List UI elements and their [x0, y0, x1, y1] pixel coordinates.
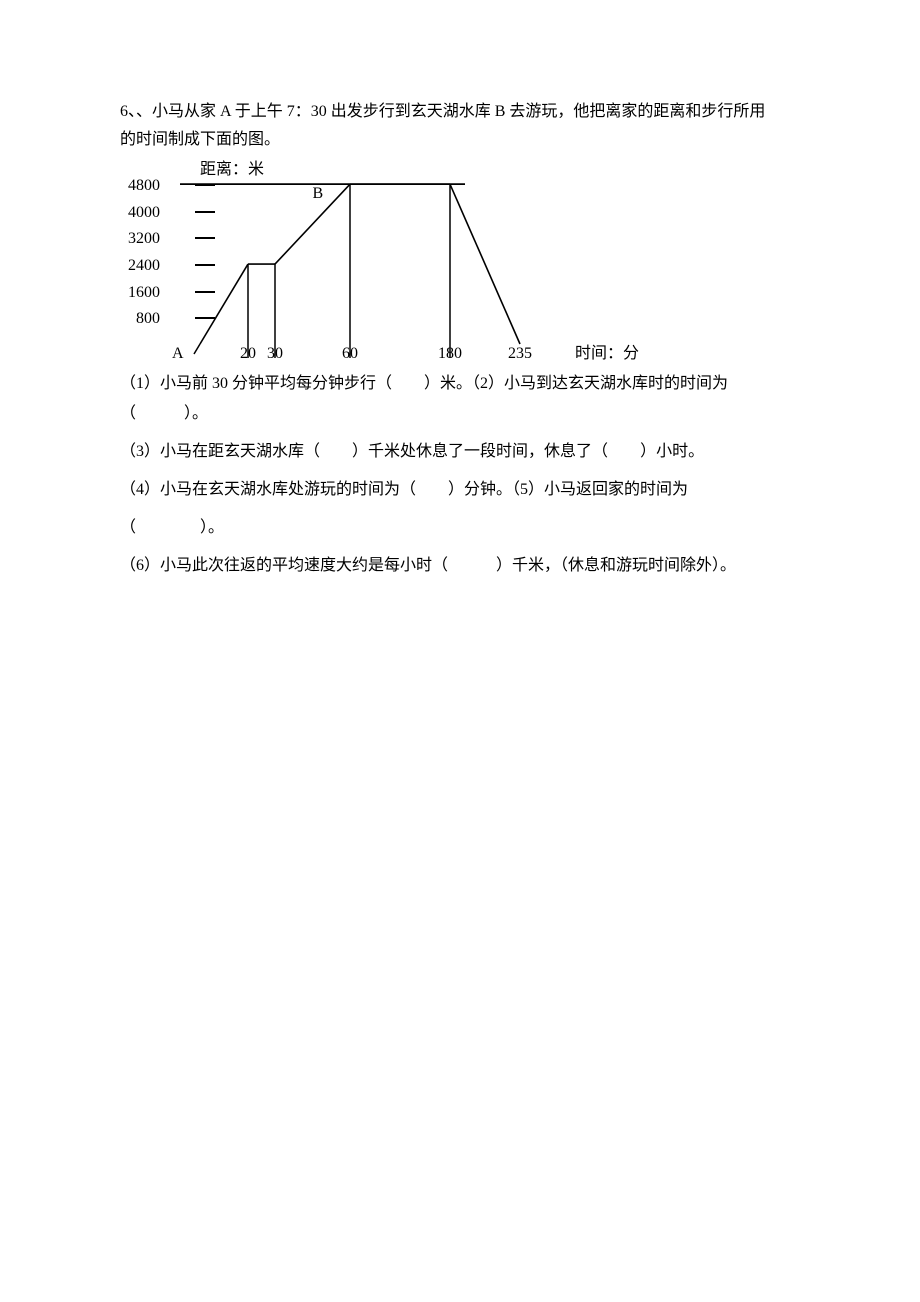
x-axis-label: 20 — [240, 342, 256, 366]
question-6: （6）小马此次往返的平均速度大约是每小时（ ）千米，（休息和游玩时间除外）。 — [120, 554, 800, 578]
question-4-5: （4）小马在玄天湖水库处游玩的时间为（ ）分钟。（5）小马返回家的时间为 — [120, 478, 800, 502]
question-3: （3）小马在距玄天湖水库（ ）千米处休息了一段时间，休息了（ ）小时。 — [120, 440, 800, 464]
question-2-cont: （ ）。 — [120, 402, 800, 426]
distance-time-chart: 距离：米 48004000320024001600800 B A 2030601… — [120, 158, 680, 368]
x-axis-label: 60 — [342, 342, 358, 366]
origin-label: A — [172, 342, 184, 366]
x-axis-title: 时间：分 — [575, 342, 639, 366]
chart-lines — [120, 158, 680, 368]
x-axis-label: 180 — [438, 342, 462, 366]
x-axis-label: 30 — [267, 342, 283, 366]
question-5-cont: （ ）。 — [120, 516, 800, 540]
x-axis-label: 235 — [508, 342, 532, 366]
problem-number: 6、、 — [120, 103, 152, 120]
problem-intro-line1: 6、、小马从家 A 于上午 7：30 出发步行到玄天湖水库 B 去游玩，他把离家… — [120, 100, 800, 124]
question-1-2: （1）小马前 30 分钟平均每分钟步行（ ）米。（2）小马到达玄天湖水库时的时间… — [120, 372, 800, 396]
problem-intro-line2: 的时间制成下面的图。 — [120, 128, 800, 152]
